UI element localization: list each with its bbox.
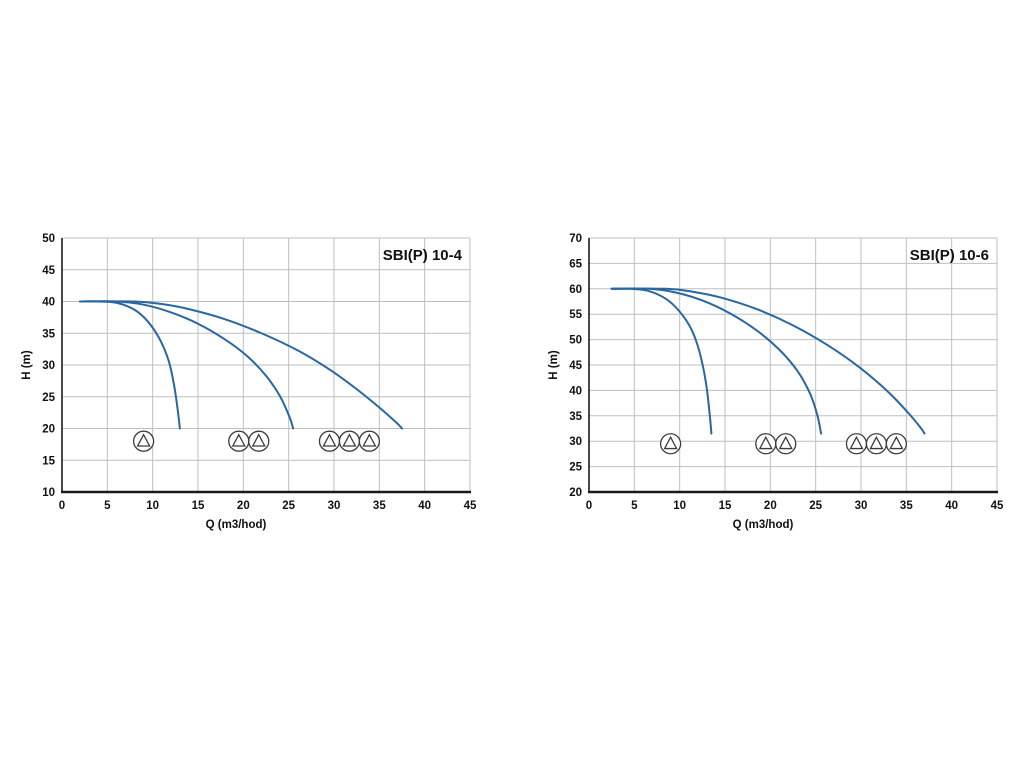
svg-text:20: 20: [42, 424, 55, 436]
pump-icon: [358, 430, 381, 452]
svg-text:5: 5: [104, 500, 111, 512]
svg-text:55: 55: [569, 309, 582, 321]
svg-text:20: 20: [237, 500, 250, 512]
svg-text:0: 0: [59, 500, 65, 512]
svg-text:25: 25: [569, 462, 582, 474]
svg-text:15: 15: [192, 500, 205, 512]
svg-text:25: 25: [282, 500, 295, 512]
svg-text:25: 25: [809, 500, 822, 512]
axes: [588, 238, 998, 494]
svg-text:30: 30: [855, 500, 868, 512]
pump-curve-2-pumps: [79, 300, 295, 430]
tick-labels: 0 5 10 15 20 25 30 35 40 45 10 15 20 25 30 35 40 45 50: [42, 233, 477, 512]
svg-text:45: 45: [42, 265, 55, 277]
pump-icon: [865, 433, 888, 455]
pump-icon: [228, 430, 250, 452]
svg-text:50: 50: [42, 233, 55, 245]
pump-icons: [132, 430, 381, 452]
svg-text:30: 30: [42, 360, 55, 372]
pump-icon: [132, 430, 155, 452]
svg-text:35: 35: [900, 500, 913, 512]
grid-lines: [61, 237, 471, 493]
pump-icons: [659, 433, 908, 455]
svg-text:35: 35: [569, 411, 582, 423]
svg-text:10: 10: [673, 500, 686, 512]
pump-icon: [755, 433, 777, 455]
chart-svg: 0 5 10 15 20 25 30 35 40 45 10 15 20 25 30 35 40 45 50 Q (m…: [21, 233, 477, 531]
svg-text:20: 20: [764, 500, 777, 512]
pump-icon: [248, 430, 270, 452]
pump-icon: [885, 433, 908, 455]
svg-text:45: 45: [464, 500, 477, 512]
chart-svg: 0 5 10 15 20 25 30 35 40 45 20 25 30 35 40 45 50 55 60 65 70…: [548, 233, 1004, 531]
svg-text:10: 10: [146, 500, 159, 512]
pump-icon: [659, 433, 682, 455]
y-axis-label: H (m): [548, 350, 560, 380]
svg-text:0: 0: [586, 500, 592, 512]
svg-text:40: 40: [418, 500, 431, 512]
svg-text:50: 50: [569, 335, 582, 347]
x-axis-label: Q (m3/hod): [733, 519, 794, 531]
pump-curve-2-pumps: [610, 287, 823, 435]
svg-text:65: 65: [569, 258, 582, 270]
svg-text:35: 35: [373, 500, 386, 512]
chart-title: SBI(P) 10-6: [910, 247, 989, 264]
svg-text:10: 10: [42, 487, 55, 499]
svg-text:45: 45: [569, 360, 582, 372]
svg-text:15: 15: [42, 455, 55, 467]
pump-curve-1-pump: [610, 287, 713, 435]
pump-icon: [845, 433, 868, 455]
y-axis-label: H (m): [21, 350, 33, 380]
pump-icon: [318, 430, 341, 452]
svg-text:30: 30: [328, 500, 341, 512]
chart-sbip-10-6: 0 5 10 15 20 25 30 35 40 45 20 25 30 35 40 45 50 55 60 65 70…: [545, 226, 1007, 542]
axes: [61, 238, 471, 494]
pump-curve-3-pumps: [610, 287, 926, 435]
svg-text:30: 30: [569, 436, 582, 448]
svg-text:60: 60: [569, 284, 582, 296]
svg-text:35: 35: [42, 328, 55, 340]
svg-text:5: 5: [631, 500, 638, 512]
pump-icon: [338, 430, 361, 452]
svg-text:40: 40: [945, 500, 958, 512]
svg-text:25: 25: [42, 392, 55, 404]
svg-text:15: 15: [719, 500, 732, 512]
chart-sbip-10-4: 0 5 10 15 20 25 30 35 40 45 10 15 20 25 30 35 40 45 50 Q (m…: [18, 226, 480, 542]
tick-labels: 0 5 10 15 20 25 30 35 40 45 20 25 30 35 40 45 50 55 60 65 70: [569, 233, 1004, 512]
svg-text:40: 40: [42, 297, 55, 309]
pump-curves: [79, 300, 403, 430]
pump-icon: [775, 433, 797, 455]
svg-text:40: 40: [569, 385, 582, 397]
svg-text:70: 70: [569, 233, 582, 245]
svg-text:20: 20: [569, 487, 582, 499]
pump-curve-3-pumps: [79, 300, 403, 430]
chart-title: SBI(P) 10-4: [383, 247, 463, 264]
x-axis-label: Q (m3/hod): [206, 519, 267, 531]
pump-curves: [610, 287, 926, 435]
svg-text:45: 45: [991, 500, 1004, 512]
